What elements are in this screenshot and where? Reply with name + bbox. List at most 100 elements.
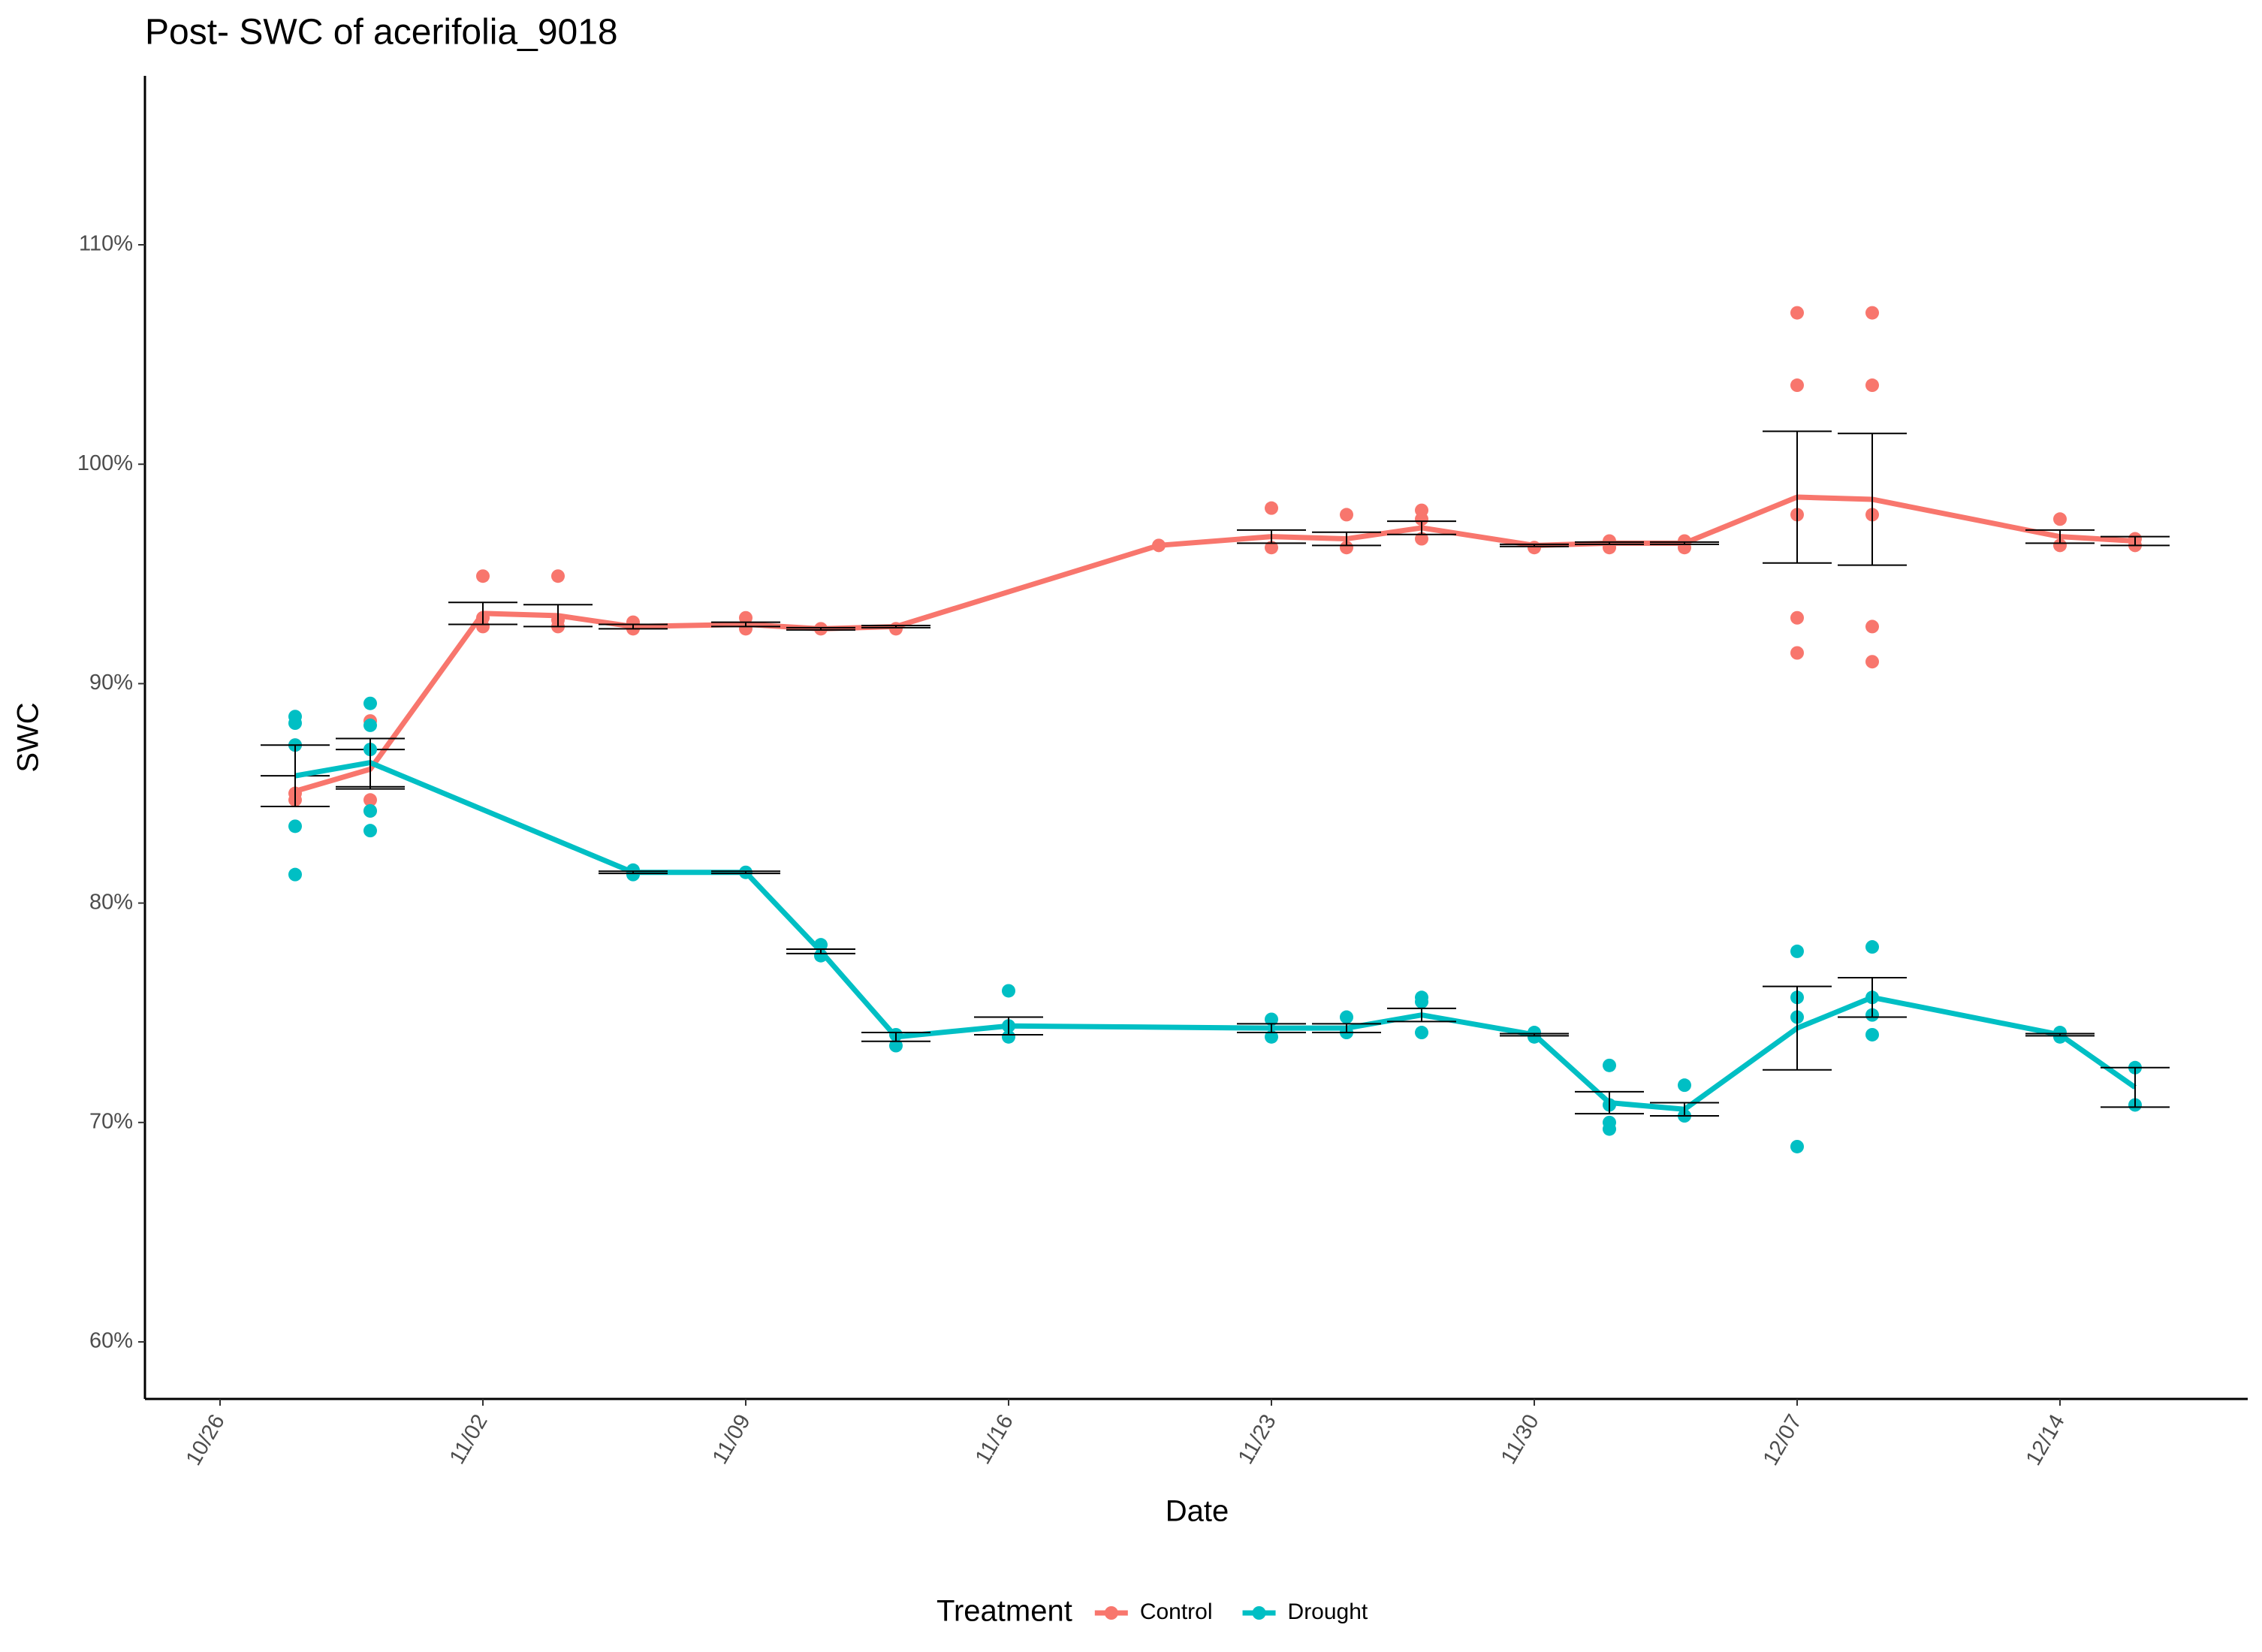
error-bar xyxy=(861,1032,930,1042)
data-point xyxy=(288,819,302,834)
data-point xyxy=(1340,508,1353,522)
error-bar xyxy=(711,621,780,628)
error-bar xyxy=(1312,1023,1381,1034)
data-point xyxy=(1415,512,1428,526)
error-bar xyxy=(448,601,517,626)
data-point xyxy=(1790,610,1804,625)
error-bar xyxy=(1575,541,1644,545)
data-point xyxy=(2053,538,2067,553)
error-bar xyxy=(1763,430,1832,564)
y-tick-label: 90% xyxy=(89,671,133,695)
data-point xyxy=(1790,306,1804,320)
error-bar xyxy=(1500,1032,1569,1037)
data-point xyxy=(1265,1029,1278,1044)
data-point xyxy=(1603,1122,1616,1136)
error-bar xyxy=(1387,1007,1456,1023)
error-bar xyxy=(1575,1090,1644,1115)
data-point xyxy=(1865,620,1879,634)
legend-key-dot xyxy=(1104,1606,1118,1620)
error-bar xyxy=(2025,1032,2095,1037)
error-bar xyxy=(1500,543,1569,547)
error-bar xyxy=(1838,433,1907,566)
data-point xyxy=(1415,1026,1428,1040)
x-axis-title: Date xyxy=(1166,1495,1229,1528)
data-point xyxy=(2053,512,2067,526)
data-point xyxy=(1678,1078,1691,1093)
y-tick-label: 80% xyxy=(89,890,133,914)
error-bar xyxy=(1237,529,1306,544)
data-point xyxy=(363,718,377,732)
data-point xyxy=(889,1039,903,1053)
error-bar xyxy=(974,1016,1043,1036)
data-point xyxy=(1265,501,1278,515)
error-bar xyxy=(2101,535,2170,547)
x-tick-label: 12/14 xyxy=(2022,1410,2070,1470)
error-bar xyxy=(523,604,593,628)
error-bar xyxy=(336,737,405,788)
y-tick-label: 70% xyxy=(89,1109,133,1133)
data-point xyxy=(1865,378,1879,393)
error-bar xyxy=(599,870,668,875)
error-bar xyxy=(861,624,930,629)
data-point xyxy=(1265,541,1278,555)
chart-title: Post- SWC of acerifolia_9018 xyxy=(145,13,618,53)
data-point xyxy=(1340,1010,1353,1024)
x-tick-label: 12/07 xyxy=(1759,1410,1807,1470)
legend-label: Drought xyxy=(1288,1599,1368,1624)
data-point xyxy=(551,569,565,583)
y-tick-label: 60% xyxy=(89,1329,133,1353)
series-line xyxy=(294,494,2136,794)
data-point xyxy=(1790,1139,1804,1153)
legend-key-dot xyxy=(1252,1606,1266,1620)
series-line xyxy=(294,760,2137,1112)
data-point xyxy=(1790,944,1804,958)
error-bar xyxy=(1763,985,1832,1071)
error-bar xyxy=(786,626,855,631)
data-point xyxy=(1865,306,1879,320)
y-tick-label: 100% xyxy=(77,451,133,475)
error-bar xyxy=(1237,1023,1306,1034)
data-point xyxy=(1790,378,1804,393)
error-bar xyxy=(1387,520,1456,535)
data-point xyxy=(363,803,377,818)
error-bar xyxy=(711,870,780,875)
x-tick-label: 11/23 xyxy=(1234,1410,1281,1468)
error-bar xyxy=(599,623,668,630)
error-bar xyxy=(1650,541,1719,545)
error-bar xyxy=(786,948,855,954)
x-tick-label: 11/02 xyxy=(445,1410,493,1468)
x-tick-label: 11/16 xyxy=(971,1410,1018,1468)
error-bar xyxy=(1312,531,1381,547)
data-point xyxy=(1865,1027,1879,1042)
data-point xyxy=(363,793,377,807)
data-point xyxy=(363,696,377,710)
error-bar xyxy=(1838,976,1907,1018)
x-tick-label: 11/30 xyxy=(1497,1410,1544,1468)
data-point xyxy=(739,610,752,625)
legend-label: Control xyxy=(1140,1599,1213,1624)
data-point xyxy=(1865,655,1879,669)
data-point xyxy=(288,716,302,731)
error-bar xyxy=(1650,1102,1719,1117)
data-point xyxy=(1415,532,1428,546)
data-point xyxy=(1790,646,1804,660)
legend-title: Treatment xyxy=(936,1595,1072,1628)
data-point xyxy=(288,867,302,882)
y-axis-title: SWC xyxy=(12,702,45,772)
data-point xyxy=(1865,940,1879,954)
error-bar xyxy=(261,744,330,808)
data-point xyxy=(1002,984,1015,998)
data-point xyxy=(476,620,490,634)
data-point xyxy=(1340,541,1353,555)
x-tick-label: 10/26 xyxy=(182,1410,230,1470)
error-bar xyxy=(2025,529,2095,544)
data-point xyxy=(1265,1012,1278,1026)
data-point xyxy=(476,569,490,583)
x-tick-label: 11/09 xyxy=(708,1410,756,1468)
y-tick-label: 110% xyxy=(79,232,133,256)
data-point xyxy=(1415,995,1428,1009)
data-point xyxy=(1002,1029,1015,1044)
error-bar xyxy=(2101,1066,2170,1108)
data-point xyxy=(363,824,377,838)
